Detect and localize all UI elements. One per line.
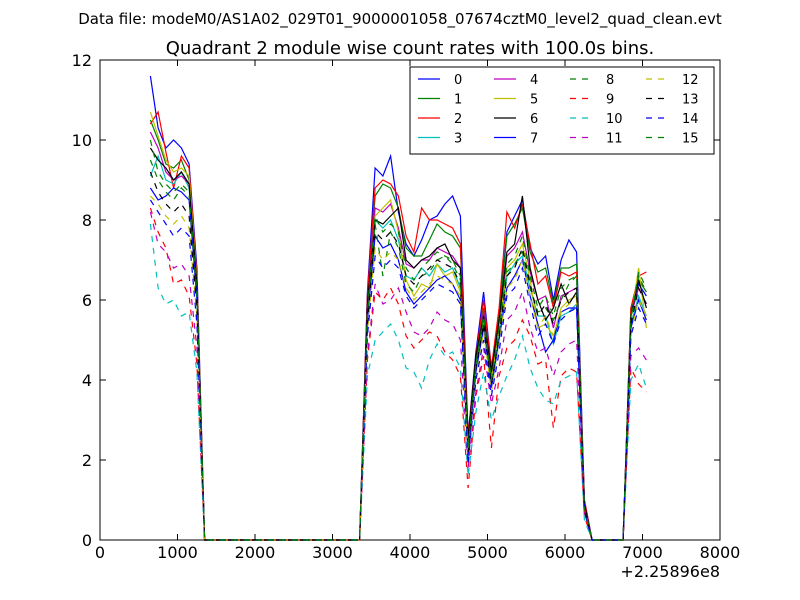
chart-suptitle: Data file: modeM0/AS1A02_029T01_90000010…: [78, 10, 722, 29]
series-line-9: [149, 207, 647, 541]
legend-label-15: 15: [682, 132, 699, 147]
x-tick-label: 5000: [467, 543, 508, 562]
legend-label-8: 8: [606, 73, 614, 88]
x-tick-label: 0: [95, 543, 105, 562]
y-tick-label: 0: [82, 531, 92, 550]
y-tick-label: 8: [82, 211, 92, 230]
legend-label-10: 10: [606, 112, 623, 127]
legend-label-6: 6: [530, 112, 538, 127]
legend-label-5: 5: [530, 93, 538, 108]
legend-label-1: 1: [454, 93, 462, 108]
legend-label-12: 12: [682, 73, 699, 88]
legend-label-11: 11: [606, 132, 623, 147]
y-tick-label: 12: [72, 51, 92, 70]
y-tick-label: 10: [72, 131, 92, 150]
legend-label-13: 13: [682, 93, 699, 108]
x-tick-label: 4000: [390, 543, 431, 562]
x-tick-label: 2000: [235, 543, 276, 562]
chart-title: Quadrant 2 module wise count rates with …: [166, 38, 655, 59]
legend-box: [409, 66, 715, 155]
x-tick-label: 7000: [622, 543, 663, 562]
legend-label-2: 2: [454, 112, 462, 127]
legend-label-4: 4: [530, 73, 538, 88]
series-layer: [149, 75, 647, 541]
x-tick-label: 3000: [312, 543, 353, 562]
x-tick-label: 6000: [545, 543, 586, 562]
legend-label-7: 7: [530, 132, 538, 147]
y-tick-label: 6: [82, 291, 92, 310]
y-tick-label: 2: [82, 451, 92, 470]
x-offset-label: +2.25896e8: [620, 562, 720, 581]
legend-label-9: 9: [606, 93, 614, 108]
x-tick-label: 1000: [157, 543, 198, 562]
axes-layer: 0 1000 2000 3000 4000 5000 6000 7000 80000246810…: [72, 51, 741, 562]
y-tick-label: 4: [82, 371, 92, 390]
legend-label-14: 14: [682, 112, 699, 127]
x-tick-label: 8000: [700, 543, 741, 562]
legend-label-0: 0: [454, 73, 462, 88]
legend-label-3: 3: [454, 132, 462, 147]
series-line-15: [149, 139, 647, 541]
